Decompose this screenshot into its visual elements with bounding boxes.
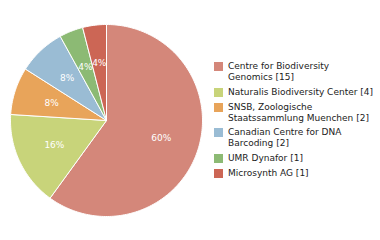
svg-text:16%: 16% [44, 140, 64, 150]
html-text:Microsynth AG [1]: Microsynth AG [1] [228, 167, 309, 178]
html-text:Centre for Biodiversity Genomi: Centre for Biodiversity Genomics [15] [228, 61, 330, 83]
html-text:Naturalis Biodiversity Center: Naturalis Biodiversity Center [4] [228, 87, 373, 97]
html-text:SNSB, Zoologische Staatssammlu: SNSB, Zoologische Staatssammlung Muenche… [228, 101, 369, 123]
svg-text:4%: 4% [78, 62, 93, 72]
svg-text:60%: 60% [151, 133, 171, 143]
svg-text:4%: 4% [92, 58, 107, 68]
svg-text:8%: 8% [45, 98, 60, 108]
html-text:Canadian Centre for DNA Barcod: Canadian Centre for DNA Barcoding [2] [228, 127, 342, 149]
html-text:UMR Dynafor [1]: UMR Dynafor [1] [228, 153, 303, 163]
svg-text:8%: 8% [60, 73, 75, 83]
